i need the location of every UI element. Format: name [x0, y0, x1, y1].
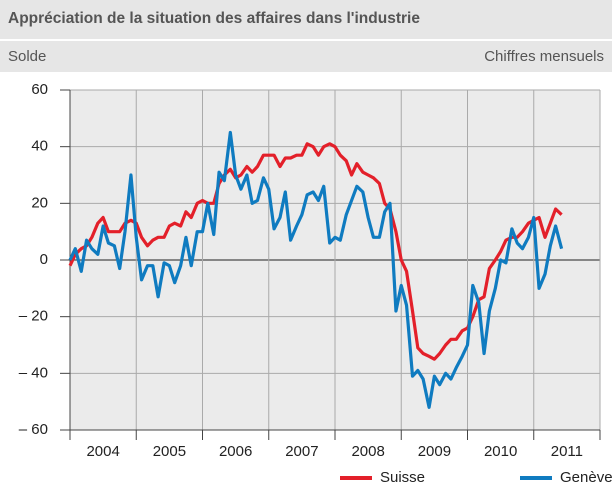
y-tick-label: 60 [31, 81, 48, 98]
x-tick-label: 2008 [351, 443, 384, 460]
y-tick-label: – 60 [19, 421, 48, 438]
x-tick-label: 2005 [153, 443, 186, 460]
x-tick-label: 2006 [219, 443, 252, 460]
y-tick-label: 40 [31, 138, 48, 155]
chart-subtitle: Solde [8, 48, 46, 65]
y-tick-label: – 20 [19, 308, 48, 325]
x-tick-label: 2004 [86, 443, 119, 460]
y-tick-label: – 40 [19, 364, 48, 381]
x-tick-label: 2007 [285, 443, 318, 460]
chart-title: Appréciation de la situation des affaire… [8, 10, 420, 27]
y-tick-label: 0 [40, 251, 48, 268]
series-line [68, 130, 564, 409]
x-tick-label: 2011 [551, 443, 583, 460]
series-line [68, 142, 563, 361]
y-tick-label: 20 [31, 194, 48, 211]
x-tick-label: 2009 [418, 443, 451, 460]
header-band [0, 0, 612, 72]
chart-note: Chiffres mensuels [484, 48, 604, 65]
x-tick-label: 2010 [484, 443, 517, 460]
legend-label: Suisse [380, 469, 425, 486]
legend-label: Genève [560, 469, 612, 486]
